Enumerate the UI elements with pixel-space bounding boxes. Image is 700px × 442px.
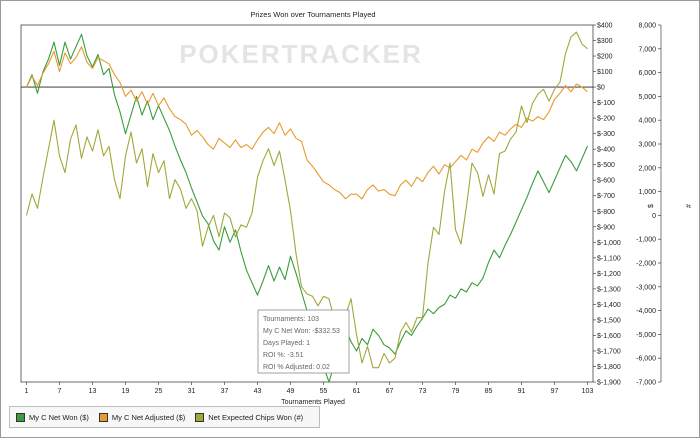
y2-tick-label: -1,000 — [636, 237, 656, 244]
x-tick-label: 1 — [25, 388, 29, 395]
x-tick-label: 85 — [485, 388, 493, 395]
y2-tick-label: -2,000 — [636, 261, 656, 268]
y2-tick-label: -4,000 — [636, 308, 656, 315]
y2-tick-label: 8,000 — [638, 23, 656, 30]
x-tick-label: 43 — [254, 388, 262, 395]
x-tick-label: 91 — [518, 388, 526, 395]
x-tick-label: 7 — [58, 388, 62, 395]
y2-tick-label: 1,000 — [638, 189, 656, 196]
series-line-3 — [25, 31, 588, 369]
y1-tick-label: $300 — [597, 38, 613, 45]
y2-tick-label: -6,000 — [636, 356, 656, 363]
x-tick-label: 37 — [221, 388, 229, 395]
y1-tick-label: $-1,600 — [597, 333, 621, 340]
y1-tick-label: $-1,900 — [597, 380, 621, 387]
legend-swatch — [98, 412, 108, 422]
y1-tick-label: $0 — [597, 85, 605, 92]
y1-tick-label: $400 — [597, 23, 613, 30]
y1-tick-label: $-1,300 — [597, 286, 621, 293]
watermark: POKERTRACKER — [179, 39, 423, 69]
chart-title: Prizes Won over Tournaments Played — [250, 10, 375, 19]
legend-label: Net Expected Chips Won (#) — [208, 412, 304, 422]
y2-tick-label: 6,000 — [638, 70, 656, 77]
y1-tick-label: $-1,700 — [597, 348, 621, 355]
x-tick-label: 31 — [188, 388, 196, 395]
x-tick-label: 67 — [386, 388, 394, 395]
y1-tick-label: $-1,000 — [597, 240, 621, 247]
tooltip-line: ROI %: -3.51 — [263, 352, 304, 359]
legend-label: My C Net Adjusted ($) — [111, 412, 186, 422]
y1-tick-label: $100 — [597, 69, 613, 76]
legend: My C Net Won ($) My C Net Adjusted ($) N… — [9, 406, 321, 428]
y2-tick-label: 4,000 — [638, 118, 656, 125]
x-tick-label: 25 — [155, 388, 163, 395]
y2-tick-label: -3,000 — [636, 284, 656, 291]
y1-tick-label: $-100 — [597, 100, 615, 107]
y1-tick-label: $-1,100 — [597, 255, 621, 262]
x-tick-label: 103 — [582, 388, 594, 395]
x-tick-label: 61 — [353, 388, 361, 395]
tooltip-line: Days Played: 1 — [263, 340, 310, 347]
y1-tick-label: $-1,400 — [597, 302, 621, 309]
tooltip-line: Tournaments: 103 — [263, 316, 319, 323]
legend-item-net-won[interactable]: My C Net Won ($) — [16, 412, 89, 422]
x-tick-label: 73 — [419, 388, 427, 395]
y1-tick-label: $-1,800 — [597, 364, 621, 371]
x-tick-label: 49 — [287, 388, 295, 395]
y1-tick-label: $-200 — [597, 116, 615, 123]
y1-tick-label: $-900 — [597, 224, 615, 231]
y1-tick-label: $-600 — [597, 178, 615, 185]
y-axis-label-dollar: $ — [648, 204, 655, 208]
y2-tick-label: 5,000 — [638, 94, 656, 101]
legend-item-expected-chips[interactable]: Net Expected Chips Won (#) — [195, 412, 304, 422]
y1-tick-label: $-1,500 — [597, 317, 621, 324]
y2-tick-label: 3,000 — [638, 142, 656, 149]
tooltip-line: My C Net Won: -$332.53 — [263, 328, 340, 335]
legend-swatch — [195, 412, 205, 422]
y2-tick-label: -7,000 — [636, 380, 656, 387]
y-axis-label-chips: # — [686, 204, 693, 208]
x-tick-label: 97 — [551, 388, 559, 395]
y2-tick-label: -5,000 — [636, 332, 656, 339]
y2-tick-label: 2,000 — [638, 165, 656, 172]
tooltip-line: ROI % Adjusted: 0.02 — [263, 364, 330, 371]
y1-tick-label: $-700 — [597, 193, 615, 200]
y1-tick-label: $200 — [597, 54, 613, 61]
y1-tick-label: $-500 — [597, 162, 615, 169]
x-tick-label: 13 — [89, 388, 97, 395]
x-tick-label: 55 — [320, 388, 328, 395]
y1-tick-label: $-300 — [597, 131, 615, 138]
tooltip: Tournaments: 103 My C Net Won: -$332.53 … — [257, 309, 350, 374]
legend-label: My C Net Won ($) — [29, 412, 89, 422]
series-line-2 — [26, 46, 588, 200]
legend-swatch — [16, 412, 25, 422]
y1-tick-label: $-800 — [597, 209, 615, 216]
y1-tick-label: $-400 — [597, 147, 615, 154]
y2-tick-label: 7,000 — [638, 46, 656, 53]
x-axis-label: Tournaments Played — [281, 399, 345, 406]
y2-tick-label: 0 — [652, 213, 656, 220]
plot-area — [20, 24, 594, 383]
x-tick-label: 79 — [452, 388, 460, 395]
y1-tick-label: $-1,200 — [597, 271, 621, 278]
legend-item-net-adjusted[interactable]: My C Net Adjusted ($) — [98, 412, 186, 422]
x-tick-label: 19 — [122, 388, 130, 395]
